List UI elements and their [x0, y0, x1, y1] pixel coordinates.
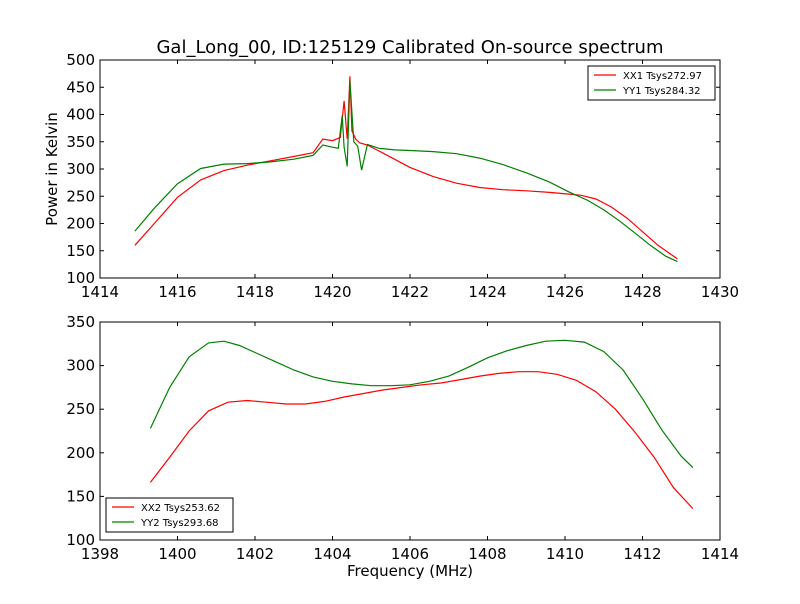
y-tick-label: 150	[66, 242, 95, 260]
chart-panel-1: 1414 1416 1418 1420 1422 1424 1426 1428 1430 100 1…	[43, 51, 739, 301]
y-tick-label: 400	[66, 106, 95, 124]
legend-entry-label: XX2 Tsys253.62	[141, 503, 220, 514]
y-axis-label: Power in Kelvin	[43, 112, 61, 226]
legend-box	[587, 65, 716, 101]
series-line-yy1	[134, 80, 678, 263]
legend: XX2 Tsys253.62 YY2 Tsys293.68	[105, 497, 234, 533]
chart-title: Gal_Long_00, ID:125129 Calibrated On-sou…	[156, 37, 663, 58]
x-tick-label: 1420	[313, 283, 351, 301]
x-tick-label: 1410	[546, 545, 584, 563]
x-tick-label: 1412	[623, 545, 661, 563]
x-tick-label: 1400	[158, 545, 196, 563]
x-tick-label: 1428	[623, 283, 661, 301]
y-tick-label: 200	[66, 215, 95, 233]
y-tick-label: 100	[66, 531, 95, 549]
series-line-xx2	[149, 371, 694, 510]
legend-entry-label: XX1 Tsys272.97	[623, 71, 702, 82]
x-tick-label: 1416	[158, 283, 196, 301]
y-tick-label: 250	[66, 187, 95, 205]
x-tick-label: 1402	[236, 545, 274, 563]
y-tick-label: 450	[66, 78, 95, 96]
y-tick-label: 350	[66, 133, 95, 151]
x-tick-label: 1398	[81, 545, 119, 563]
x-tick-label: 1404	[313, 545, 351, 563]
legend-entry-label: YY1 Tsys284.32	[622, 86, 701, 97]
y-tick-label: 250	[66, 400, 95, 418]
x-tick-label: 1408	[468, 545, 506, 563]
x-axis-label: Frequency (MHz)	[347, 562, 473, 580]
y-tick-label: 500	[66, 51, 95, 69]
y-tick-label: 300	[66, 357, 95, 375]
y-tick-label: 150	[66, 487, 95, 505]
x-tick-label: 1414	[701, 545, 739, 563]
legend-box	[105, 497, 234, 533]
x-tick-label: 1414	[81, 283, 119, 301]
chart-panel-2: 1398 1400 1402 1404 1406 1408 1410 1412 1414 100 1…	[66, 313, 739, 580]
x-tick-label: 1426	[546, 283, 584, 301]
y-tick-label: 300	[66, 160, 95, 178]
legend-entry-label: YY2 Tsys293.68	[140, 518, 219, 529]
x-tick-label: 1406	[391, 545, 429, 563]
x-tick-label: 1430	[701, 283, 739, 301]
y-tick-label: 350	[66, 313, 95, 331]
legend: XX1 Tsys272.97 YY1 Tsys284.32	[587, 65, 716, 101]
series-line-xx1	[134, 76, 678, 260]
x-tick-label: 1422	[391, 283, 429, 301]
x-tick-label: 1418	[236, 283, 274, 301]
x-tick-label: 1424	[468, 283, 506, 301]
series-line-yy2	[149, 339, 694, 469]
y-tick-label: 100	[66, 269, 95, 287]
y-tick-label: 200	[66, 444, 95, 462]
